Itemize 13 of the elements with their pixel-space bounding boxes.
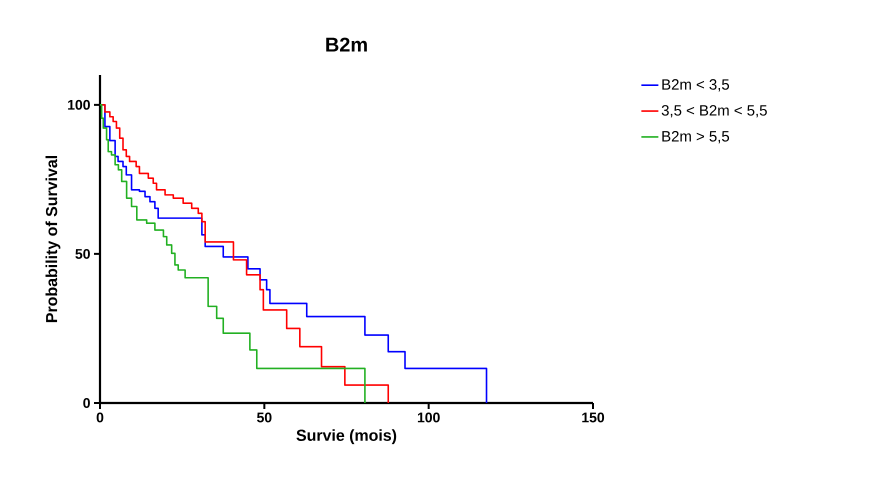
x-tick-label: 100 (418, 412, 440, 422)
x-tick-label: 150 (582, 412, 604, 422)
y-axis-title: Probability of Survival (46, 156, 60, 322)
x-tick-label: 50 (257, 412, 272, 422)
legend-label: B2m > 5,5 (662, 131, 730, 144)
x-axis-title: Survie (mois) (296, 429, 396, 444)
y-tick-label: 50 (75, 248, 90, 259)
legend-label: B2m < 3,5 (662, 79, 730, 92)
y-tick-label: 0 (83, 398, 90, 408)
y-tick-label: 100 (68, 100, 90, 110)
x-tick-label: 0 (96, 412, 104, 422)
legend-label: 3,5 < B2m < 5,5 (662, 105, 767, 118)
chart-title: B2m (326, 38, 367, 52)
